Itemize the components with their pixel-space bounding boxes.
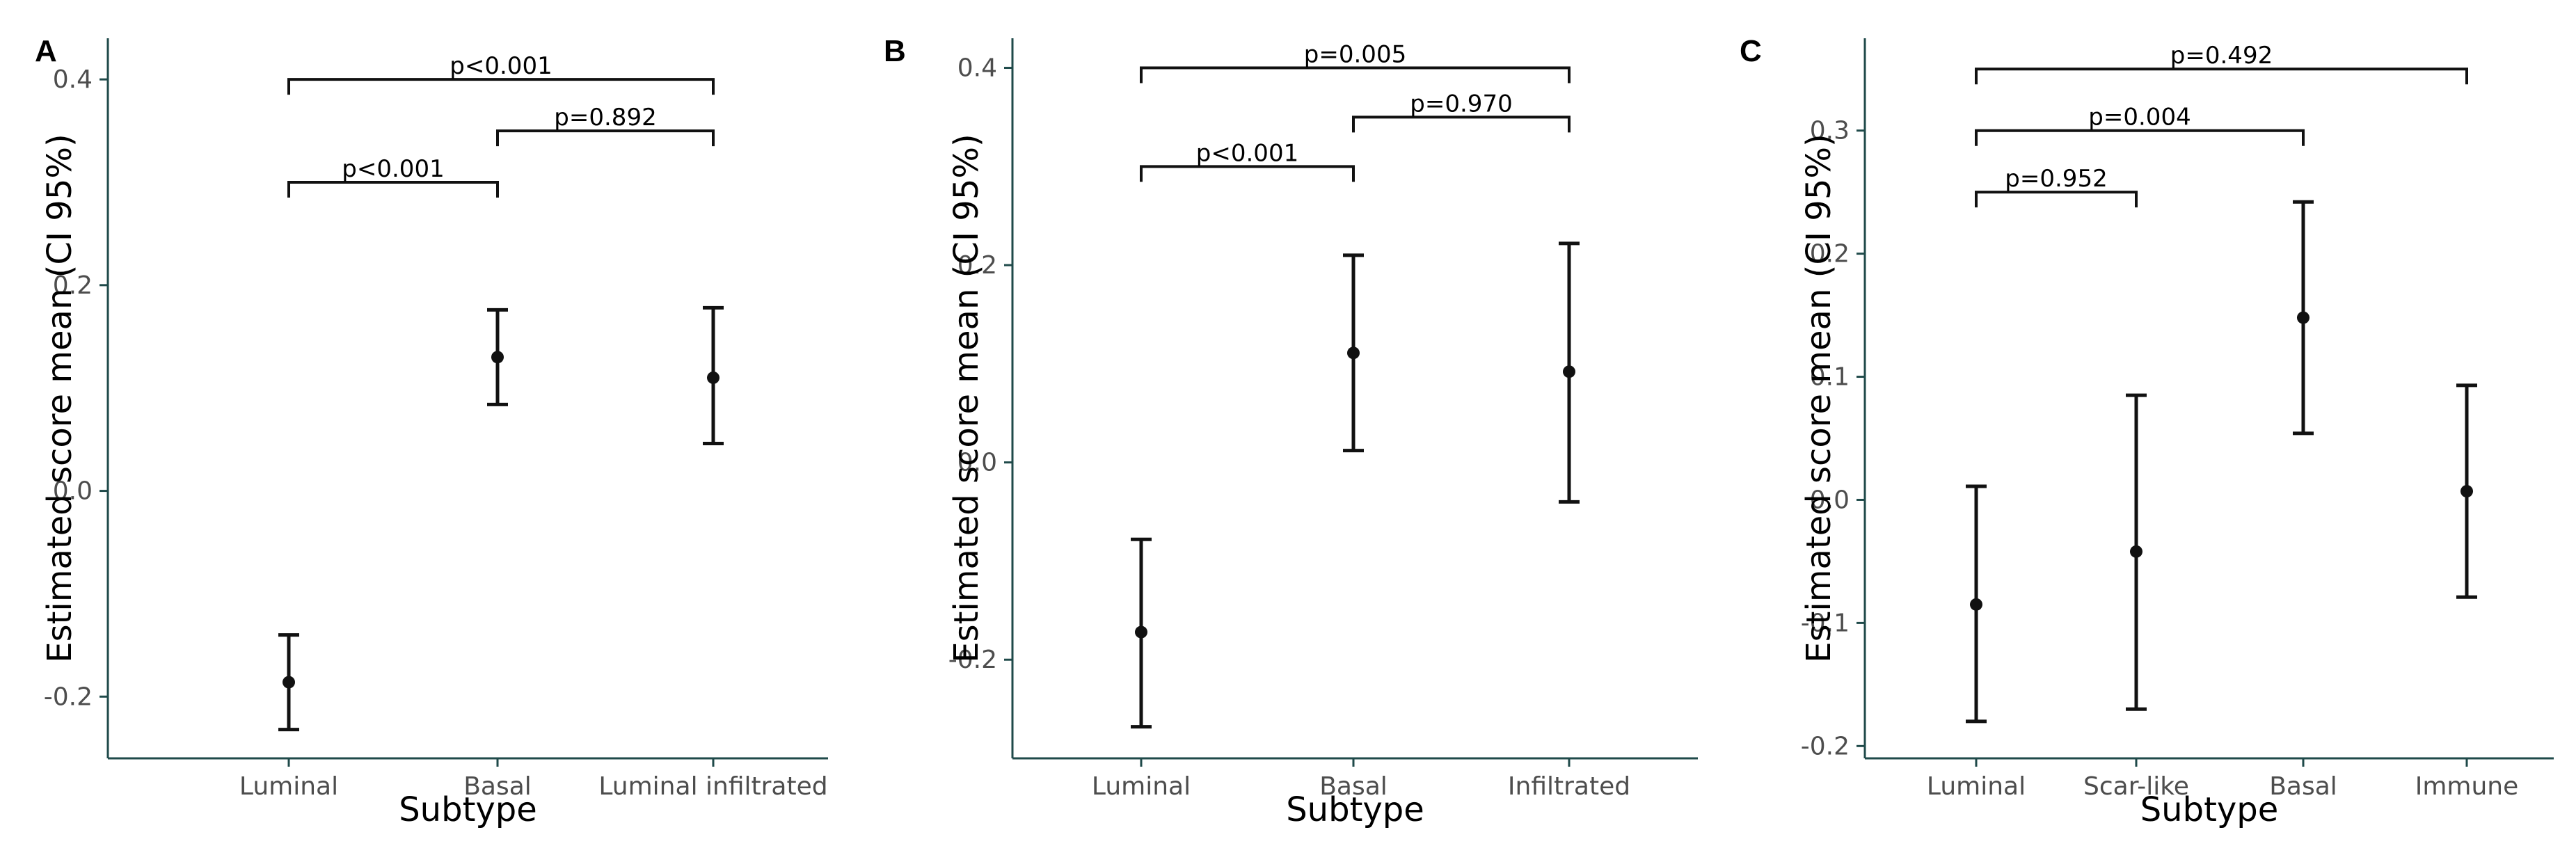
y-tick-label: 0.2 (1810, 240, 1850, 269)
comparison-bracket: p<0.001 (1140, 139, 1355, 182)
p-value-label: p=0.892 (554, 104, 656, 131)
error-bar (2126, 393, 2147, 711)
mean-point (2297, 311, 2309, 324)
mean-point (707, 371, 719, 384)
mean-point (2460, 485, 2473, 498)
x-tick-label: Luminal (239, 772, 338, 801)
bracket-line (1975, 191, 2138, 208)
x-tick-label: Basal (2269, 772, 2337, 801)
panel-b: B -0.2 0.0 0.2 0.4 Luminal Basal Infiltrated Sub… (884, 34, 1698, 829)
comparison-bracket: p=0.004 (1975, 104, 2305, 146)
y-tick-label: 0.4 (53, 65, 93, 94)
x-tick-label: Basal (1319, 772, 1388, 801)
x-axis-title: Subtype (399, 790, 537, 829)
x-axis-title: Subtype (2140, 790, 2279, 829)
error-bar (1343, 253, 1364, 453)
mean-point (1563, 365, 1575, 378)
y-tick-label: -0.2 (948, 646, 997, 674)
bracket-line (1140, 66, 1571, 83)
mean-point (1347, 346, 1360, 360)
y-tick-label: 0.1 (1810, 363, 1850, 392)
bracket-line (1975, 129, 2305, 146)
x-tick-label: Immune (2415, 772, 2519, 801)
comparison-bracket: p=0.970 (1352, 90, 1571, 133)
comparison-bracket: p=0.492 (1975, 42, 2468, 85)
error-bar (703, 305, 724, 446)
y-axis-title: Estimated score mean (CI 95%) (40, 134, 79, 662)
p-value-label: p<0.001 (1196, 139, 1298, 167)
comparison-bracket: p<0.001 (287, 155, 499, 198)
y-tick-label: 0.2 (53, 271, 93, 300)
mean-point (491, 351, 504, 364)
p-value-label: p=0.004 (2088, 104, 2191, 131)
mean-point (1135, 625, 1147, 639)
bracket-line (1352, 115, 1571, 133)
y-tick-label: 0.0 (957, 449, 997, 477)
mean-point (283, 676, 295, 689)
bracket-line (496, 129, 715, 147)
x-tick-label: Luminal (1092, 772, 1191, 801)
x-axis-title: Subtype (1286, 790, 1424, 829)
y-tick-label: 0.2 (957, 251, 997, 280)
bracket-line (287, 78, 715, 95)
p-value-label: p=0.005 (1304, 41, 1406, 69)
y-tick-label: -0.2 (1801, 732, 1850, 760)
x-tick-label: Infiltrated (1508, 772, 1630, 801)
y-tick-label: -0.2 (44, 683, 93, 711)
x-tick-label: Luminal (1927, 772, 2026, 801)
panel-c: C -0.2 -0.1 0.0 0.1 0.2 0.3 Luminal Scar-like Bas… (1740, 34, 2554, 829)
y-tick-label: 0.0 (1810, 486, 1850, 514)
error-bar (1131, 537, 1152, 729)
error-bar (2456, 383, 2477, 599)
error-bar (2293, 200, 2314, 436)
bracket-line (1140, 165, 1355, 182)
comparison-bracket: p=0.952 (1975, 165, 2138, 208)
error-bar (487, 308, 508, 406)
mean-point (1970, 598, 1982, 611)
panel-a: A -0.2 0.0 0.2 0.4 Luminal Basal Luminal infilt… (35, 34, 828, 829)
x-tick-label: Basal (463, 772, 532, 801)
y-axis-title: Estimated score mean (CI 95%) (1799, 134, 1838, 662)
p-value-label: p<0.001 (450, 52, 552, 80)
bracket-line (1975, 67, 2468, 85)
p-value-label: p=0.952 (2005, 165, 2107, 193)
y-tick-label: -0.1 (1801, 609, 1850, 637)
panel-letter: A (35, 34, 57, 68)
p-value-label: p=0.970 (1410, 90, 1512, 118)
y-tick-label: 0.0 (53, 477, 93, 506)
comparison-bracket: p=0.005 (1140, 41, 1571, 83)
p-value-label: p=0.492 (2170, 42, 2273, 70)
comparison-bracket: p<0.001 (287, 52, 715, 95)
panel-letter: C (1740, 34, 1762, 68)
y-axis-title: Estimated score mean (CI 95%) (947, 134, 986, 662)
mean-point (2130, 545, 2142, 558)
x-tick-label: Scar-like (2083, 772, 2189, 801)
bracket-line (287, 181, 499, 198)
y-tick-label: 0.4 (957, 54, 997, 83)
error-bar (1966, 484, 1987, 724)
x-tick-label: Luminal infiltrated (598, 772, 827, 801)
error-bar (1559, 241, 1580, 504)
y-tick-label: 0.3 (1810, 117, 1850, 145)
error-bar (278, 633, 299, 732)
p-value-label: p<0.001 (342, 155, 444, 183)
panel-letter: B (884, 34, 906, 68)
comparison-bracket: p=0.892 (496, 104, 715, 147)
